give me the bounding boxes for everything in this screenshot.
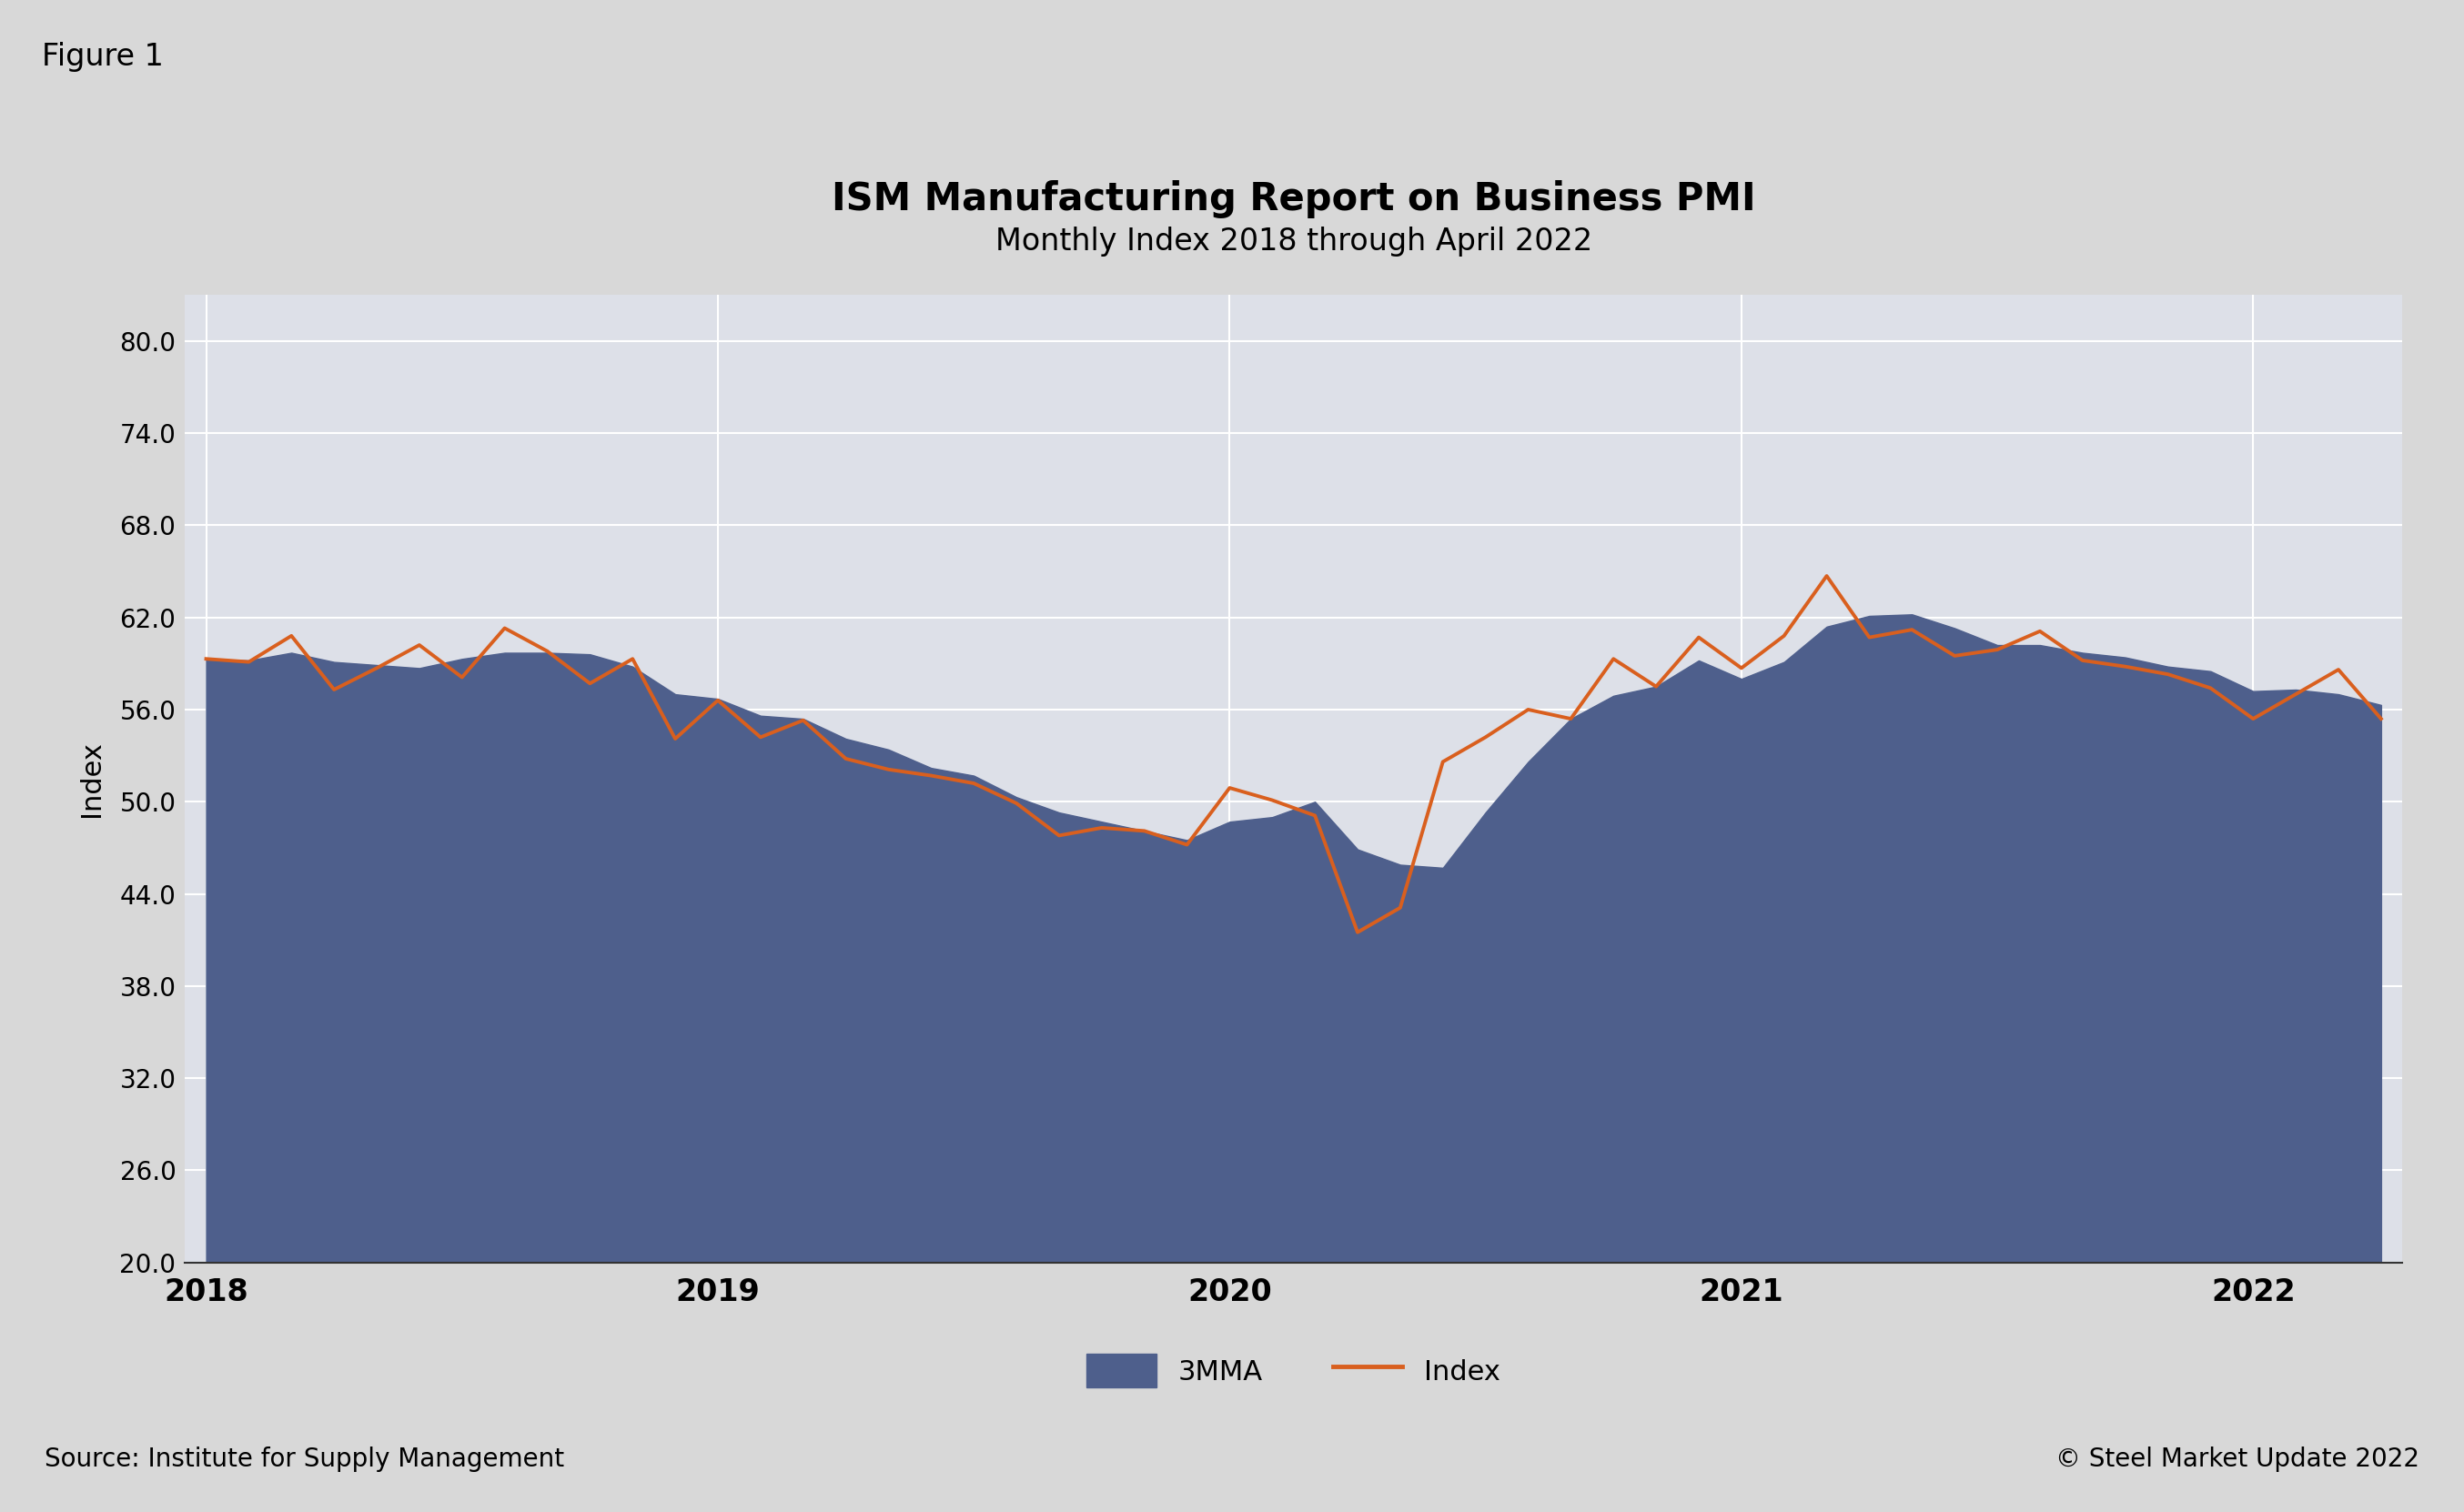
Text: ISM Manufacturing Report on Business PMI: ISM Manufacturing Report on Business PMI xyxy=(830,180,1757,219)
Text: © Steel Market Update 2022: © Steel Market Update 2022 xyxy=(2055,1447,2420,1471)
Text: Monthly Index 2018 through April 2022: Monthly Index 2018 through April 2022 xyxy=(995,227,1592,257)
Text: Source: Institute for Supply Management: Source: Institute for Supply Management xyxy=(44,1447,564,1471)
Y-axis label: Index: Index xyxy=(79,741,103,816)
Text: Figure 1: Figure 1 xyxy=(42,42,163,71)
Legend: 3MMA, Index: 3MMA, Index xyxy=(1074,1343,1513,1399)
